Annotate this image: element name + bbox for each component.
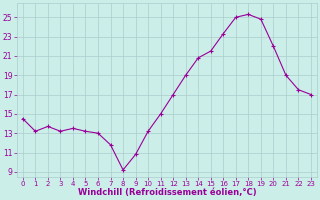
X-axis label: Windchill (Refroidissement éolien,°C): Windchill (Refroidissement éolien,°C): [77, 188, 256, 197]
